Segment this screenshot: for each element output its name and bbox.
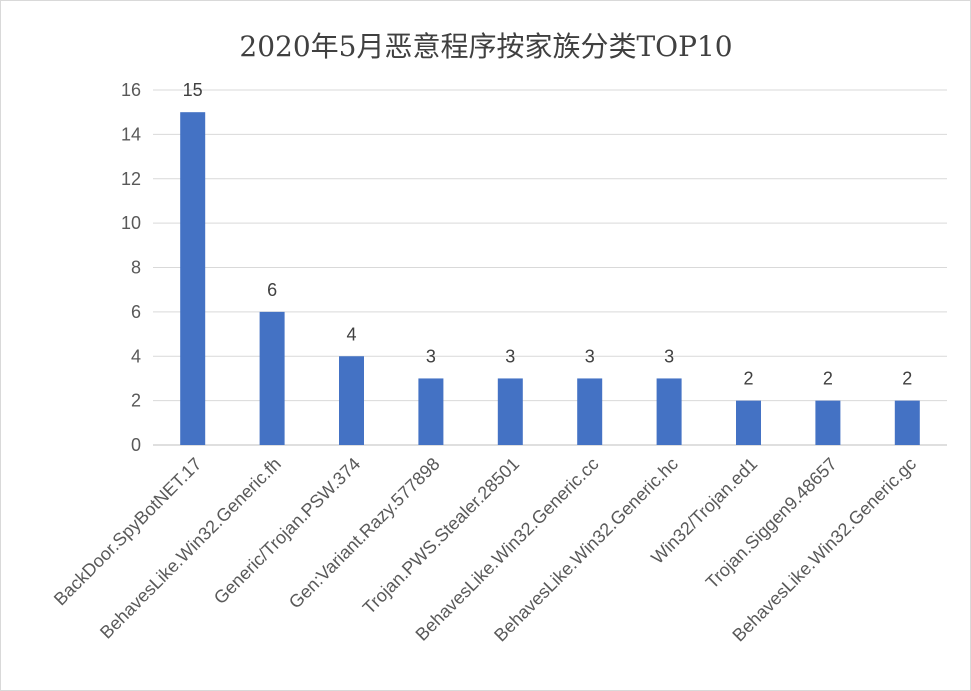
data-label: 3 <box>426 346 436 366</box>
data-label: 2 <box>902 369 912 389</box>
chart-title: 2020年5月恶意程序按家族分类TOP10 <box>239 30 732 63</box>
bar <box>736 400 761 445</box>
bar <box>815 400 841 445</box>
data-label: 2 <box>743 369 753 389</box>
bar <box>577 378 603 445</box>
data-label: 3 <box>664 346 674 366</box>
y-tick-label: 12 <box>121 169 141 189</box>
y-tick-label: 8 <box>131 258 141 278</box>
y-tick-label: 6 <box>131 302 141 322</box>
gridlines <box>153 89 947 446</box>
x-axis: BackDoor.SpyBotNET.17BehavesLike.Win32.G… <box>50 454 920 646</box>
bar <box>339 356 364 445</box>
y-tick-label: 16 <box>121 80 141 100</box>
bar <box>497 378 523 445</box>
y-tick-label: 2 <box>131 391 141 411</box>
data-label: 15 <box>183 80 203 100</box>
data-label: 3 <box>505 346 515 366</box>
data-label: 6 <box>267 280 277 300</box>
x-tick-label: BackDoor.SpyBotNET.17 <box>50 454 206 610</box>
bars <box>180 112 920 445</box>
bar <box>418 378 444 445</box>
bar <box>656 378 682 445</box>
x-tick-label: Trojan.Siggen9.48657 <box>702 454 841 593</box>
y-tick-label: 0 <box>131 435 141 455</box>
bar <box>894 400 920 445</box>
y-tick-label: 4 <box>131 346 141 366</box>
x-tick-label: Generic/Trojan.PSW.374 <box>210 454 364 608</box>
data-labels: 15 6 4 3 3 3 3 2 2 2 <box>183 80 913 388</box>
bar <box>259 311 285 445</box>
y-tick-label: 10 <box>121 213 141 233</box>
y-tick-label: 14 <box>121 124 141 144</box>
x-tick-label: Gen:Variant.Razy.577898 <box>285 454 444 613</box>
y-axis: 0 2 4 6 8 10 12 14 16 <box>121 80 141 455</box>
bar <box>180 112 206 445</box>
data-label: 3 <box>585 346 595 366</box>
data-label: 4 <box>346 324 356 344</box>
data-label: 2 <box>823 369 833 389</box>
x-tick-label: Trojan.PWS.Stealer.28501 <box>359 454 523 618</box>
